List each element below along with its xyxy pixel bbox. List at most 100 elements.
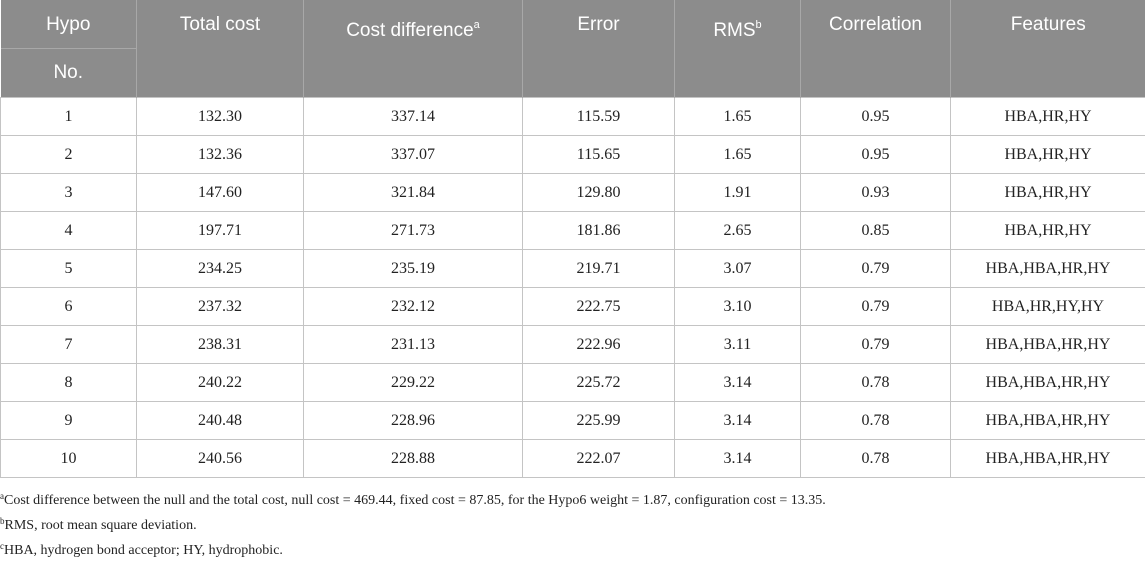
cell-cost-difference: 231.13 — [304, 326, 523, 364]
footnote-text: HBA, hydrogen bond acceptor; HY, hydroph… — [4, 543, 283, 558]
cell-rms: 1.65 — [675, 98, 801, 136]
cell-features: HBA,HR,HY — [951, 136, 1145, 174]
cell-error: 219.71 — [523, 250, 675, 288]
cell-correlation: 0.79 — [801, 250, 951, 288]
rms-footnote-mark: b — [756, 19, 762, 31]
cell-cost-difference: 228.96 — [304, 402, 523, 440]
cell-rms: 3.14 — [675, 364, 801, 402]
col-header-features: Features — [951, 0, 1145, 98]
cell-total-cost: 240.22 — [137, 364, 304, 402]
col-header-correlation: Correlation — [801, 0, 951, 98]
cell-total-cost: 238.31 — [137, 326, 304, 364]
cell-rms: 2.65 — [675, 212, 801, 250]
cell-features: HBA,HBA,HR,HY — [951, 440, 1145, 478]
cell-features: HBA,HBA,HR,HY — [951, 250, 1145, 288]
cell-rms: 3.14 — [675, 402, 801, 440]
cell-features: HBA,HBA,HR,HY — [951, 326, 1145, 364]
cell-total-cost: 240.48 — [137, 402, 304, 440]
cell-correlation: 0.93 — [801, 174, 951, 212]
cell-correlation: 0.79 — [801, 288, 951, 326]
cell-features: HBA,HR,HY,HY — [951, 288, 1145, 326]
cell-correlation: 0.79 — [801, 326, 951, 364]
cost-difference-header-label: Cost difference — [346, 20, 473, 41]
cell-correlation: 0.95 — [801, 98, 951, 136]
footnote-text: RMS, root mean square deviation. — [5, 518, 197, 533]
cell-cost-difference: 337.14 — [304, 98, 523, 136]
cell-hypo-no: 8 — [1, 364, 137, 402]
cell-correlation: 0.78 — [801, 402, 951, 440]
cell-error: 222.07 — [523, 440, 675, 478]
cell-cost-difference: 228.88 — [304, 440, 523, 478]
correlation-header-label: Correlation — [801, 0, 950, 48]
cell-correlation: 0.95 — [801, 136, 951, 174]
cell-hypo-no: 7 — [1, 326, 137, 364]
cell-features: HBA,HBA,HR,HY — [951, 364, 1145, 402]
cell-hypo-no: 6 — [1, 288, 137, 326]
col-header-cost-difference: Cost differencea — [304, 0, 523, 98]
footnote-b: bRMS, root mean square deviation. — [0, 511, 826, 536]
cell-total-cost: 147.60 — [137, 174, 304, 212]
footnote-c: cHBA, hydrogen bond acceptor; HY, hydrop… — [0, 536, 826, 561]
cell-hypo-no: 2 — [1, 136, 137, 174]
col-header-total-cost: Total cost — [137, 0, 304, 98]
cell-error: 222.75 — [523, 288, 675, 326]
rms-header-label: RMS — [713, 20, 755, 41]
cell-error: 225.99 — [523, 402, 675, 440]
cell-error: 115.65 — [523, 136, 675, 174]
cell-rms: 3.07 — [675, 250, 801, 288]
cell-total-cost: 234.25 — [137, 250, 304, 288]
cell-hypo-no: 3 — [1, 174, 137, 212]
cell-correlation: 0.85 — [801, 212, 951, 250]
results-table: Hypo No. Total cost Cost differencea Err… — [0, 0, 1145, 478]
cell-cost-difference: 235.19 — [304, 250, 523, 288]
cell-error: 225.72 — [523, 364, 675, 402]
cell-rms: 3.14 — [675, 440, 801, 478]
cell-error: 115.59 — [523, 98, 675, 136]
col-header-hypo: Hypo No. — [1, 0, 137, 98]
cell-error: 181.86 — [523, 212, 675, 250]
cell-cost-difference: 271.73 — [304, 212, 523, 250]
cell-total-cost: 240.56 — [137, 440, 304, 478]
cell-hypo-no: 9 — [1, 402, 137, 440]
footnote-a: aCost difference between the null and th… — [0, 486, 826, 511]
cell-rms: 1.65 — [675, 136, 801, 174]
cell-total-cost: 132.30 — [137, 98, 304, 136]
col-header-error: Error — [523, 0, 675, 98]
cell-features: HBA,HR,HY — [951, 98, 1145, 136]
cell-cost-difference: 321.84 — [304, 174, 523, 212]
cell-cost-difference: 337.07 — [304, 136, 523, 174]
cell-cost-difference: 232.12 — [304, 288, 523, 326]
features-header-label: Features — [951, 0, 1145, 48]
cell-hypo-no: 1 — [1, 98, 137, 136]
cell-rms: 3.11 — [675, 326, 801, 364]
cell-hypo-no: 5 — [1, 250, 137, 288]
error-header-label: Error — [523, 0, 674, 48]
cell-features: HBA,HR,HY — [951, 212, 1145, 250]
hypo-header-line2: No. — [1, 48, 137, 97]
total-cost-header-label: Total cost — [137, 0, 303, 48]
footnotes: aCost difference between the null and th… — [0, 486, 826, 561]
cell-error: 129.80 — [523, 174, 675, 212]
cell-total-cost: 197.71 — [137, 212, 304, 250]
cell-features: HBA,HBA,HR,HY — [951, 402, 1145, 440]
cell-correlation: 0.78 — [801, 364, 951, 402]
cell-hypo-no: 10 — [1, 440, 137, 478]
col-header-rms: RMSb — [675, 0, 801, 98]
cell-rms: 1.91 — [675, 174, 801, 212]
header-row: Hypo No. Total cost Cost differencea Err… — [1, 0, 1145, 98]
cell-hypo-no: 4 — [1, 212, 137, 250]
cell-rms: 3.10 — [675, 288, 801, 326]
cell-total-cost: 132.36 — [137, 136, 304, 174]
footnote-text: Cost difference between the null and the… — [4, 493, 826, 508]
cell-error: 222.96 — [523, 326, 675, 364]
cell-cost-difference: 229.22 — [304, 364, 523, 402]
cell-total-cost: 237.32 — [137, 288, 304, 326]
